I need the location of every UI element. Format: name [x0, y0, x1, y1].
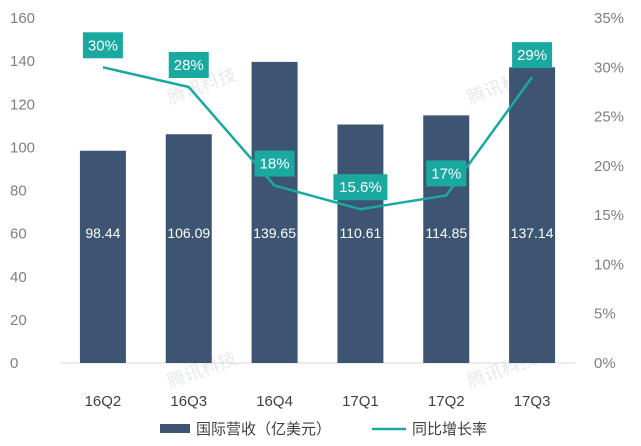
growth-label-box: [168, 52, 209, 78]
y-left-tick-label: 0: [10, 355, 18, 372]
growth-label-box: [426, 160, 467, 187]
bar-value-label: 137.14: [511, 225, 554, 241]
bar-value-label: 98.44: [85, 225, 120, 241]
bar-value-label: 106.09: [167, 225, 210, 241]
legend-swatch-revenue: [160, 424, 190, 433]
bar-16Q4: [251, 61, 298, 363]
bar-value-label: 114.85: [425, 225, 467, 241]
x-tick-label: 16Q2: [85, 393, 122, 410]
growth-label: 15.6%: [339, 179, 382, 196]
bar-17Q1: [337, 124, 384, 363]
bar-16Q2: [79, 150, 126, 363]
y-axis-left: 0 20 40 60 80 100 120 140 160: [10, 10, 35, 372]
y-left-tick-label: 100: [10, 139, 35, 156]
y-axis-right: 0% 5% 10% 15% 20% 25% 30% 35%: [594, 10, 624, 372]
growth-label: 30%: [88, 37, 118, 54]
y-left-tick-label: 60: [10, 226, 27, 243]
y-left-tick-label: 140: [10, 53, 35, 70]
growth-label: 17%: [431, 165, 461, 182]
y-right-tick-label: 35%: [594, 10, 624, 27]
growth-label: 29%: [517, 47, 547, 64]
y-left-tick-label: 40: [10, 269, 27, 286]
bar-value-label: 139.65: [253, 225, 296, 241]
x-tick-label: 16Q3: [170, 393, 207, 410]
growth-label: 28%: [174, 57, 204, 74]
bar-17Q3: [509, 67, 556, 364]
growth-label: 18%: [260, 156, 290, 173]
growth-label-box: [333, 174, 388, 201]
growth-label-box: [254, 150, 295, 177]
bar-series: 98.44 106.09 139.65 110.61 114.85 137.14: [79, 61, 556, 364]
x-tick-label: 17Q1: [342, 393, 379, 410]
legend-label-growth: 同比增长率: [412, 420, 487, 438]
legend-label-revenue: 国际营收（亿美元）: [196, 420, 331, 438]
y-left-tick-label: 80: [10, 183, 27, 200]
y-right-tick-label: 25%: [594, 109, 624, 126]
y-left-tick-label: 160: [10, 10, 35, 27]
y-right-tick-label: 5%: [594, 306, 616, 323]
x-tick-label: 16Q4: [256, 393, 293, 410]
bar-16Q3: [165, 134, 212, 363]
y-right-tick-label: 15%: [594, 207, 624, 224]
x-axis-categories: 16Q2 16Q3 16Q4 17Q1 17Q2 17Q3: [85, 393, 551, 410]
y-right-tick-label: 20%: [594, 158, 624, 175]
growth-label-box: [512, 42, 553, 69]
bar-value-label: 110.61: [340, 225, 382, 241]
y-right-tick-label: 0%: [594, 355, 616, 372]
growth-line-series: 30% 28% 18% 15.6% 17% 29%: [82, 32, 553, 211]
y-right-tick-label: 30%: [594, 59, 624, 76]
y-left-tick-label: 120: [10, 96, 35, 113]
y-right-tick-label: 10%: [594, 256, 624, 273]
x-tick-label: 17Q2: [428, 393, 465, 410]
x-tick-label: 17Q3: [514, 393, 551, 410]
bar-17Q2: [423, 115, 470, 363]
y-left-tick-label: 20: [10, 312, 27, 329]
growth-label-box: [82, 32, 123, 59]
legend: 国际营收（亿美元） 同比增长率: [160, 420, 487, 438]
